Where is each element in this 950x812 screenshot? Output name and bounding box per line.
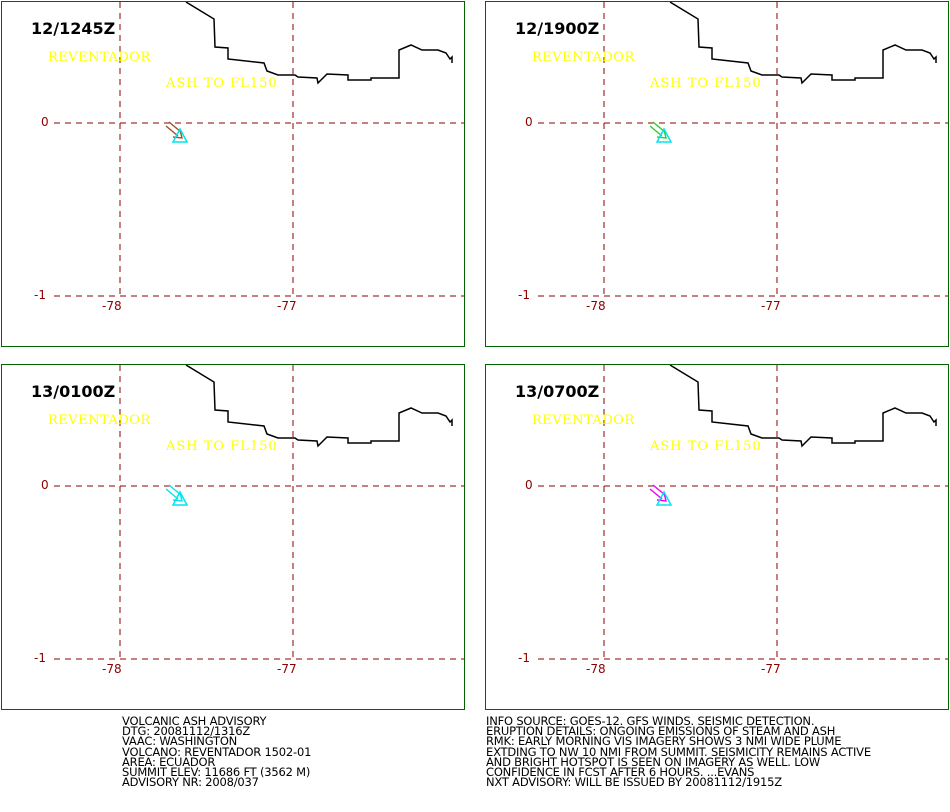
ash-height-label: ASH TO FL150 (166, 76, 278, 91)
coastline (669, 365, 937, 448)
latitude-tick-label: 0 (41, 115, 49, 129)
advisory-line: ADVISORY NR: 2008/037 (122, 775, 259, 790)
advisory-line: AND BRIGHT HOTSPOT IS SEEN ON IMAGERY AS… (486, 754, 821, 769)
map-canvas (538, 2, 948, 297)
forecast-time: 13/0100Z (31, 382, 116, 401)
coastline (669, 2, 937, 85)
latitude-tick-label: 0 (525, 115, 533, 129)
latitude-tick-label: -1 (34, 651, 46, 665)
forecast-time: 12/1900Z (515, 19, 600, 38)
forecast-time: 12/1245Z (31, 19, 116, 38)
advisory-line: NXT ADVISORY: WILL BE ISSUED BY 20081112… (486, 775, 782, 790)
map-canvas (54, 2, 464, 297)
advisory-line: VOLCANIC ASH ADVISORY (122, 714, 267, 728)
longitude-tick-label: -78 (102, 299, 122, 313)
advisory-line: VOLCANO: REVENTADOR 1502-01 (122, 744, 312, 759)
longitude-tick-label: -77 (761, 299, 781, 313)
forecast-panel: 13/0100Z REVENTADOR ASH TO FL150 0 -1 -7… (1, 364, 465, 710)
advisory-line: CONFIDENCE IN FCST AFTER 6 HOURS. ...EVA… (486, 764, 755, 779)
longitude-tick-label: -78 (586, 662, 606, 676)
volcano-name: REVENTADOR (48, 413, 151, 428)
advisory-line: AREA: ECUADOR (122, 754, 216, 769)
volcano-marker (655, 490, 673, 506)
longitude-tick-label: -77 (761, 662, 781, 676)
volcano-marker (655, 127, 673, 143)
longitude-tick-label: -78 (586, 299, 606, 313)
forecast-panel: 12/1245Z REVENTADOR ASH TO FL150 0 -1 -7… (1, 1, 465, 347)
advisory-line: INFO SOURCE: GOES-12. GFS WINDS. SEISMIC… (486, 714, 815, 728)
forecast-panel: 13/0700Z REVENTADOR ASH TO FL150 0 -1 -7… (485, 364, 949, 710)
advisory-line: DTG: 20081112/1316Z (122, 724, 251, 739)
latitude-tick-label: -1 (34, 288, 46, 302)
ash-height-label: ASH TO FL150 (166, 439, 278, 454)
longitude-tick-label: -78 (102, 662, 122, 676)
map-canvas (538, 365, 948, 660)
advisory-details-text: INFO SOURCE: GOES-12. GFS WINDS. SEISMIC… (486, 714, 871, 790)
volcano-marker (171, 127, 189, 143)
latitude-tick-label: -1 (518, 288, 530, 302)
latitude-tick-label: -1 (518, 651, 530, 665)
volcano-name: REVENTADOR (532, 413, 635, 428)
advisory-line: EXTDING TO NW 10 NMI FROM SUMMIT. SEISMI… (486, 744, 871, 759)
latitude-tick-label: 0 (525, 478, 533, 492)
map-canvas (54, 365, 464, 660)
coastline (185, 2, 453, 85)
forecast-time: 13/0700Z (515, 382, 600, 401)
longitude-tick-label: -77 (277, 662, 297, 676)
advisory-line: ERUPTION DETAILS: ONGOING EMISSIONS OF S… (486, 724, 836, 739)
volcano-marker (171, 490, 189, 506)
ash-height-label: ASH TO FL150 (650, 76, 762, 91)
advisory-line: VAAC: WASHINGTON (122, 734, 238, 749)
advisory-line: SUMMIT ELEV: 11686 FT (3562 M) (122, 764, 311, 779)
latitude-tick-label: 0 (41, 478, 49, 492)
forecast-panel: 12/1900Z REVENTADOR ASH TO FL150 0 -1 -7… (485, 1, 949, 347)
ash-height-label: ASH TO FL150 (650, 439, 762, 454)
longitude-tick-label: -77 (277, 299, 297, 313)
advisory-header-text: VOLCANIC ASH ADVISORY DTG: 20081112/1316… (122, 714, 312, 790)
advisory-line: RMK: EARLY MORNING VIS IMAGERY SHOWS 3 N… (486, 734, 842, 749)
volcano-name: REVENTADOR (532, 50, 635, 65)
volcano-name: REVENTADOR (48, 50, 151, 65)
coastline (185, 365, 453, 448)
